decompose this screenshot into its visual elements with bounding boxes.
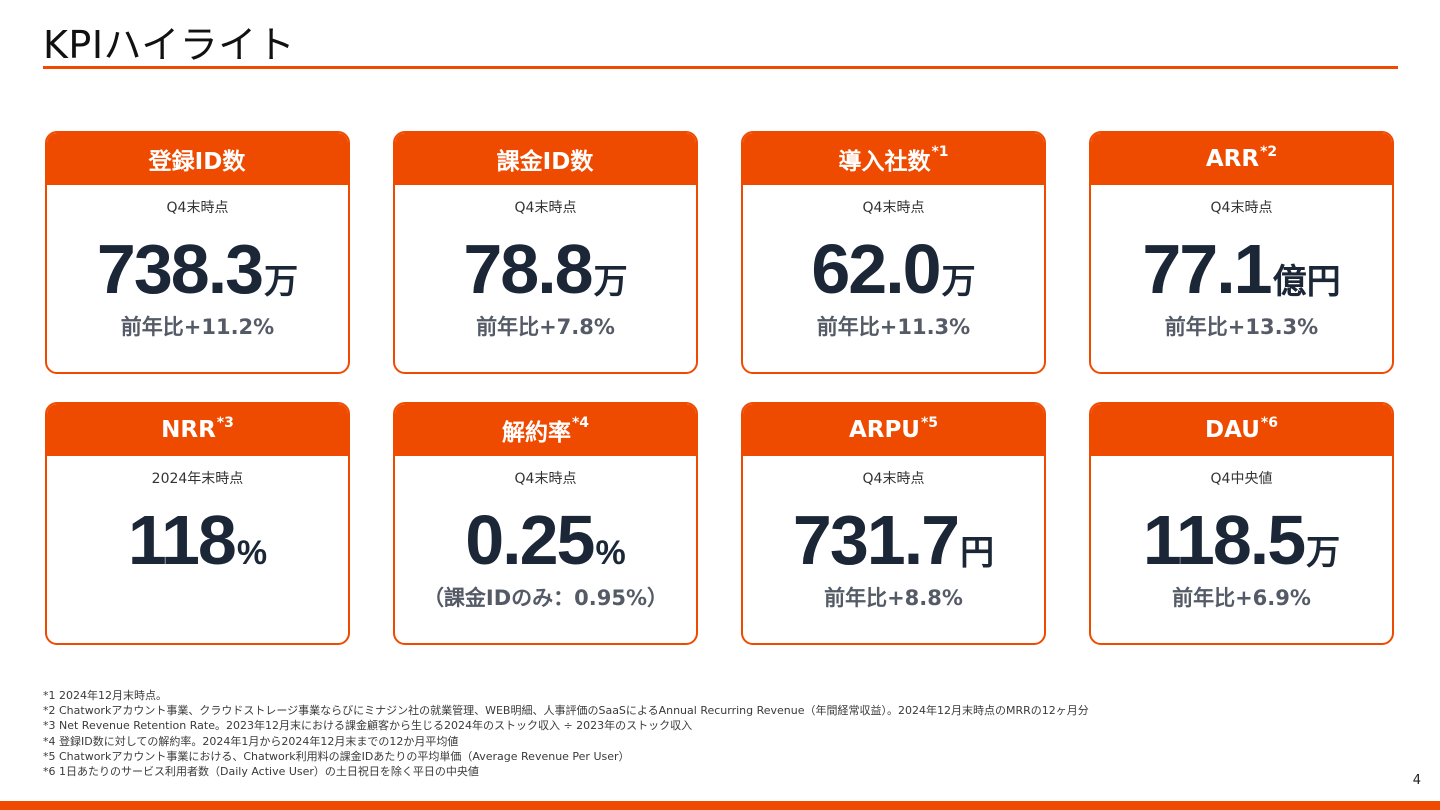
card-header: NRR *3 — [47, 404, 348, 456]
footnote-2: *2 Chatworkアカウント事業、クラウドストレージ事業ならびにミナジン社の… — [43, 704, 1089, 718]
card-label: 解約率 — [501, 420, 571, 446]
footnote-6: *6 1日あたりのサービス利用者数（Daily Active User）の土日祝… — [43, 765, 479, 779]
kpi-card-arpu: ARPU *5 Q4末時点 731.7円 前年比+8.8% — [741, 402, 1046, 645]
card-yoy: 前年比+7.8% — [476, 315, 615, 339]
card-yoy: 前年比+11.3% — [816, 315, 971, 339]
card-label: 課金ID数 — [496, 149, 594, 175]
card-label: ARR — [1205, 146, 1260, 172]
title-underline — [43, 66, 1398, 69]
value-unit: % — [236, 534, 268, 572]
card-value: 62.0万 — [743, 229, 1044, 308]
card-period: Q4末時点 — [514, 200, 577, 216]
kpi-card-churn-rate: 解約率 *4 Q4末時点 0.25% （課金IDのみ：0.95%） — [393, 402, 698, 645]
card-value: 731.7円 — [743, 500, 1044, 579]
card-period: Q4末時点 — [862, 471, 925, 487]
card-label: DAU — [1205, 417, 1260, 443]
card-footnote-mark: *5 — [920, 415, 939, 431]
card-label: 登録ID数 — [148, 149, 246, 175]
card-period: Q4末時点 — [166, 200, 229, 216]
card-value: 77.1億円 — [1091, 229, 1392, 308]
card-label: ARPU — [848, 417, 920, 443]
value-unit: 万 — [264, 263, 299, 301]
card-header: 導入社数 *1 — [743, 133, 1044, 185]
card-yoy: 前年比+11.2% — [120, 315, 275, 339]
kpi-card-paid-ids: 課金ID数 Q4末時点 78.8万 前年比+7.8% — [393, 131, 698, 374]
card-footnote-mark: *1 — [931, 144, 949, 160]
card-value: 118.5万 — [1091, 500, 1392, 579]
card-period: Q4末時点 — [514, 471, 577, 487]
card-header: 解約率 *4 — [395, 404, 696, 456]
kpi-card-registered-ids: 登録ID数 Q4末時点 738.3万 前年比+11.2% — [45, 131, 350, 374]
card-value: 0.25% — [395, 500, 696, 579]
card-header: ARPU *5 — [743, 404, 1044, 456]
card-value: 738.3万 — [47, 229, 348, 308]
card-yoy: 前年比+13.3% — [1164, 315, 1319, 339]
card-period: Q4中央値 — [1210, 471, 1273, 487]
card-footnote-mark: *3 — [216, 415, 234, 431]
value-number: 62.0 — [811, 230, 941, 308]
card-header: ARR *2 — [1091, 133, 1392, 185]
card-period: Q4末時点 — [862, 200, 925, 216]
kpi-card-nrr: NRR *3 2024年末時点 118% — [45, 402, 350, 645]
kpi-card-dau: DAU *6 Q4中央値 118.5万 前年比+6.9% — [1089, 402, 1394, 645]
card-label: NRR — [161, 417, 216, 443]
value-number: 731.7 — [792, 501, 960, 579]
page-number: 4 — [1412, 773, 1421, 788]
card-yoy: 前年比+8.8% — [824, 586, 963, 610]
footnote-3: *3 Net Revenue Retention Rate。2023年12月末に… — [43, 719, 693, 733]
value-unit: 億円 — [1272, 263, 1341, 301]
value-unit: 万 — [941, 263, 976, 301]
kpi-card-companies: 導入社数 *1 Q4末時点 62.0万 前年比+11.3% — [741, 131, 1046, 374]
page-title: KPIハイライト — [43, 23, 296, 67]
card-yoy: 前年比+6.9% — [1172, 586, 1311, 610]
value-number: 118 — [127, 501, 237, 579]
value-number: 738.3 — [96, 230, 264, 308]
card-note: （課金IDのみ：0.95%） — [422, 586, 669, 610]
value-number: 77.1 — [1142, 230, 1272, 308]
card-footnote-mark: *2 — [1260, 144, 1278, 160]
card-footnote-mark: *4 — [571, 415, 590, 431]
card-footnote-mark: *6 — [1260, 415, 1278, 431]
value-unit: 万 — [1306, 534, 1341, 572]
card-value: 118% — [47, 500, 348, 579]
card-header: 課金ID数 — [395, 133, 696, 185]
footnote-5: *5 Chatworkアカウント事業における、Chatwork利用料の課金IDあ… — [43, 749, 630, 763]
value-unit: 円 — [960, 534, 995, 572]
value-unit: 万 — [593, 263, 628, 301]
value-unit: % — [595, 534, 626, 572]
value-number: 78.8 — [463, 230, 593, 308]
card-value: 78.8万 — [395, 229, 696, 308]
footnotes: *1 2024年12月末時点。 *2 Chatworkアカウント事業、クラウドス… — [43, 688, 1383, 779]
footnote-4: *4 登録ID数に対しての解約率。2024年1月から2024年12月末までの12… — [43, 734, 459, 748]
card-header: DAU *6 — [1091, 404, 1392, 456]
card-label: 導入社数 — [838, 149, 931, 175]
value-number: 118.5 — [1142, 501, 1306, 579]
footnote-1: *1 2024年12月末時点。 — [43, 689, 167, 702]
kpi-card-grid: 登録ID数 Q4末時点 738.3万 前年比+11.2% 課金ID数 Q4末時点… — [45, 131, 1395, 646]
card-header: 登録ID数 — [47, 133, 348, 185]
kpi-card-arr: ARR *2 Q4末時点 77.1億円 前年比+13.3% — [1089, 131, 1394, 374]
card-period: 2024年末時点 — [151, 471, 244, 487]
bottom-accent-bar — [0, 801, 1440, 810]
card-period: Q4末時点 — [1210, 200, 1273, 216]
value-number: 0.25 — [465, 501, 595, 579]
